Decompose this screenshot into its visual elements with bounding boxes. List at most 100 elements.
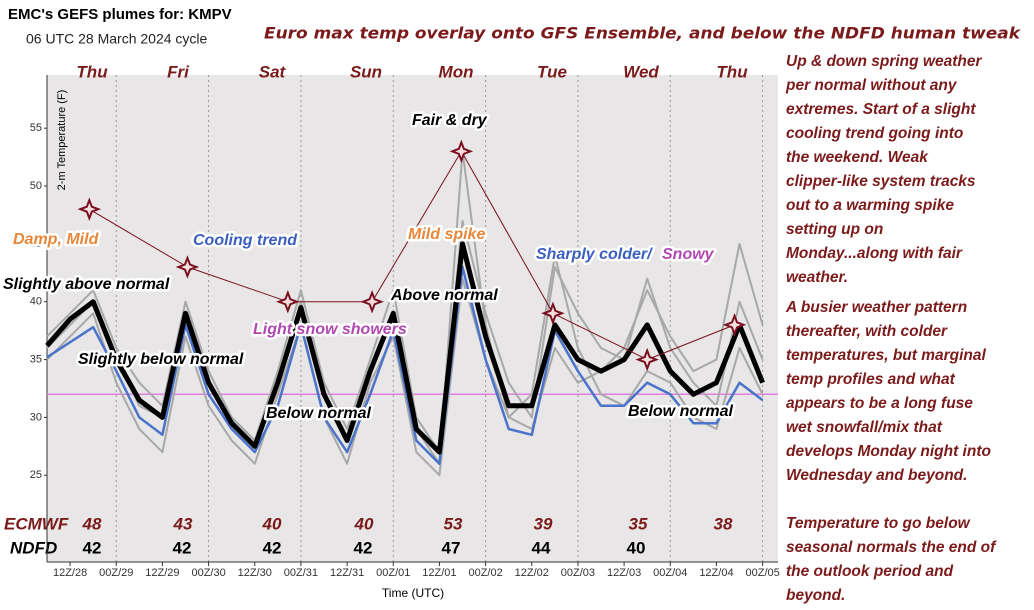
note-line: per normal without any xyxy=(785,77,958,94)
x-tick-label: 00Z/29 xyxy=(99,567,133,579)
note-line: appears to be a long fuse xyxy=(786,395,973,412)
x-axis-label: Time (UTC) xyxy=(382,586,444,600)
chart-subtitle: 06 UTC 28 March 2024 cycle xyxy=(26,31,208,47)
x-tick-label: 00Z/30 xyxy=(191,567,225,579)
note-line: thereafter, with colder xyxy=(786,323,948,340)
annotation: Fair & dry xyxy=(412,112,488,129)
marker xyxy=(635,347,659,372)
note-line: temperatures, but marginal xyxy=(786,347,987,364)
ndfd-row-label: NDFD xyxy=(10,538,57,557)
series-line xyxy=(46,254,764,477)
note-line: extremes. Start of a slight xyxy=(786,101,976,118)
note-line: temp profiles and what xyxy=(786,371,956,388)
ndfd-value: 42 xyxy=(354,538,373,557)
x-tick-label: 12Z/03 xyxy=(607,567,641,579)
x-tick-label: 00Z/05 xyxy=(745,567,779,579)
note-line: the weekend. Weak xyxy=(786,149,929,166)
ecmwf-value: 35 xyxy=(629,514,648,533)
y-tick-label: 35 xyxy=(30,353,42,365)
ecmwf-value: 43 xyxy=(173,514,193,533)
marker xyxy=(360,289,384,314)
annotation: Slightly below normal xyxy=(78,351,244,368)
x-tick-label: 12Z/04 xyxy=(699,567,733,579)
note-line: Up & down spring weather xyxy=(786,53,982,70)
series-line xyxy=(46,219,764,454)
annotation: Cooling trend xyxy=(193,232,298,249)
marker xyxy=(175,255,200,279)
ecmwf-row-label: ECMWF xyxy=(4,514,69,533)
note-line: clipper-like system tracks xyxy=(786,173,976,190)
day-label: Wed xyxy=(623,62,659,81)
annotation: Below normal xyxy=(266,405,371,422)
x-tick-label: 12Z/31 xyxy=(330,567,364,579)
note-line: weather. xyxy=(786,269,848,286)
annotation: Slightly above normal xyxy=(3,276,170,293)
note-line: beyond. xyxy=(786,587,845,604)
day-label: Mon xyxy=(439,62,474,81)
x-tick-label: 00Z/03 xyxy=(561,567,595,579)
series-line xyxy=(45,241,765,455)
x-tick-label: 12Z/30 xyxy=(238,567,272,579)
y-tick-label: 50 xyxy=(30,180,42,192)
marker xyxy=(77,197,102,221)
ecmwf-value: 53 xyxy=(444,514,463,533)
series-line xyxy=(46,265,764,465)
ndfd-value: 47 xyxy=(442,538,461,557)
x-tick-label: 00Z/31 xyxy=(284,567,318,579)
note-line: Monday...along with fair xyxy=(786,245,963,262)
x-tick-label: 12Z/28 xyxy=(53,567,87,579)
note-line: the outlook period and xyxy=(786,563,954,580)
ndfd-value: 42 xyxy=(173,538,192,557)
note-line: A busier weather pattern xyxy=(785,299,967,316)
header: Euro max temp overlay onto GFS Ensemble,… xyxy=(264,24,1021,43)
annotation: Below normal xyxy=(628,403,733,420)
day-label: Tue xyxy=(537,62,567,81)
y-tick-label: 25 xyxy=(30,469,42,481)
note-line: seasonal normals the end of xyxy=(786,539,997,556)
note-line: cooling trend going into xyxy=(786,125,963,142)
ecmwf-value: 39 xyxy=(534,514,553,533)
day-label: Sun xyxy=(350,62,382,81)
ndfd-value: 42 xyxy=(83,538,102,557)
x-tick-label: 12Z/02 xyxy=(515,567,549,579)
x-tick-label: 00Z/02 xyxy=(468,567,502,579)
annotation: Damp, Mild xyxy=(13,231,100,248)
ndfd-value: 44 xyxy=(532,538,551,557)
series-line xyxy=(89,150,735,361)
ecmwf-value: 40 xyxy=(262,514,282,533)
marker xyxy=(541,301,565,326)
y-tick-label: 55 xyxy=(30,122,42,134)
plot-area xyxy=(47,75,778,562)
y-tick-label: 40 xyxy=(30,296,42,308)
ndfd-value: 40 xyxy=(627,538,646,557)
note-line: Wednesday and beyond. xyxy=(786,467,967,484)
day-label: Thu xyxy=(76,62,108,81)
note-line: Temperature to go below xyxy=(786,515,971,532)
day-label: Thu xyxy=(716,62,748,81)
annotation: Snowy xyxy=(662,246,715,263)
day-label: Fri xyxy=(167,62,190,81)
annotation: Mild spike xyxy=(408,226,485,243)
note-line: setting up on xyxy=(786,221,883,238)
x-tick-label: 12Z/29 xyxy=(145,567,179,579)
note-line: wet snowfall/mix that xyxy=(786,419,943,436)
ecmwf-value: 48 xyxy=(82,514,102,533)
ndfd-value: 42 xyxy=(263,538,282,557)
y-tick-label: 45 xyxy=(30,238,42,250)
x-tick-label: 12Z/01 xyxy=(422,567,456,579)
note-line: out to a warming spike xyxy=(786,197,954,214)
chart-title: EMC's GEFS plumes for: KMPV xyxy=(8,6,232,23)
marker xyxy=(449,139,474,164)
y-axis-label: 2-m Temperature (F) xyxy=(56,90,68,191)
x-tick-label: 00Z/01 xyxy=(376,567,410,579)
ecmwf-value: 38 xyxy=(714,514,733,533)
annotation: Light snow showers xyxy=(253,321,407,338)
ecmwf-value: 40 xyxy=(354,514,374,533)
marker xyxy=(722,313,747,337)
annotation: Above normal xyxy=(390,287,498,304)
x-tick-label: 00Z/04 xyxy=(653,567,687,579)
annotation: Sharply colder/ xyxy=(536,246,653,263)
note-line: develops Monday night into xyxy=(786,443,991,460)
day-label: Sat xyxy=(259,62,287,81)
